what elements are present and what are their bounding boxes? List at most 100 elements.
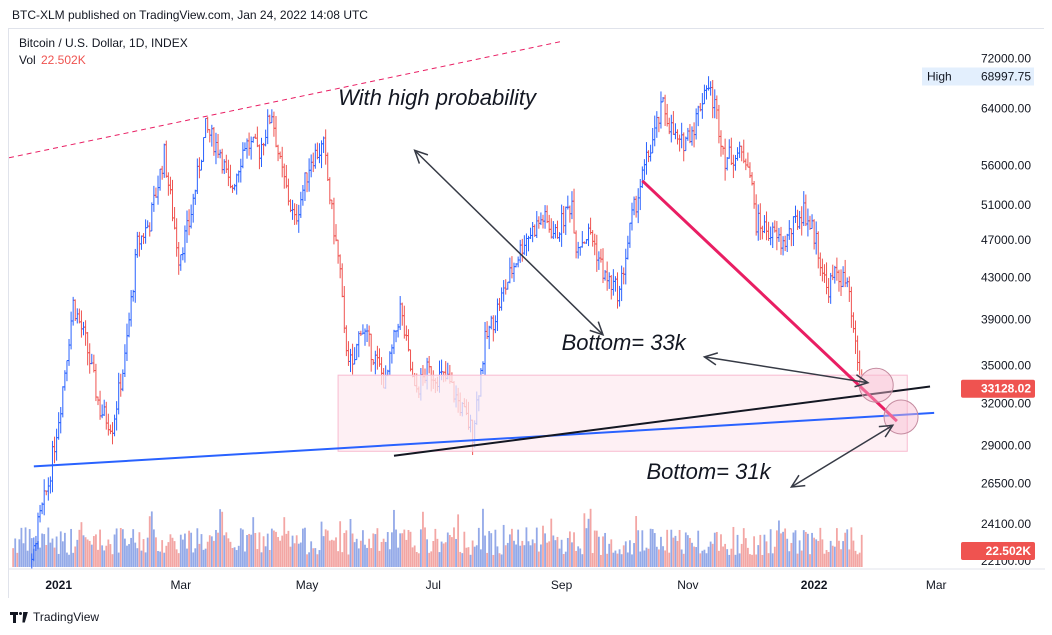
high-tag-label: High [927, 69, 952, 83]
volume-bar [618, 549, 621, 567]
volume-bar [297, 543, 300, 567]
volume-bar [364, 544, 366, 567]
volume-bar [809, 554, 811, 567]
volume-bar [612, 552, 615, 567]
volume-bar [86, 539, 89, 567]
volume-bar [749, 554, 751, 567]
volume-bar [453, 527, 455, 567]
volume-bar [593, 530, 596, 567]
publish-info: BTC-XLM published on TradingView.com, Ja… [12, 8, 368, 22]
volume-bar [295, 535, 298, 567]
volume-bar [24, 527, 27, 567]
volume-bar [829, 540, 832, 567]
volume-bar [74, 546, 77, 567]
volume-bar [333, 540, 335, 567]
volume-bar [301, 528, 304, 567]
volume-bar [359, 540, 362, 567]
volume-bar [548, 541, 551, 567]
volume-bar [711, 543, 714, 567]
volume-bar [759, 534, 762, 567]
volume-bar [515, 544, 517, 567]
volume-bar [173, 541, 176, 567]
volume-bar [275, 531, 277, 567]
footer-brand[interactable]: TradingView [10, 610, 99, 624]
volume-bar [490, 533, 493, 567]
volume-bar [527, 541, 530, 567]
volume-bar [130, 537, 133, 567]
volume-bar [726, 549, 729, 567]
volume-bar [357, 548, 360, 567]
volume-bar [811, 532, 813, 567]
volume-bar [293, 543, 296, 567]
volume-bar [525, 527, 528, 567]
volume-bar [585, 528, 588, 567]
volume-bar [833, 546, 836, 567]
chart-container[interactable]: With high probability Bottom= 33k Bottom= … [8, 28, 1045, 599]
volume-bar [169, 534, 172, 567]
volume-bar [496, 546, 499, 567]
trendline [33, 411, 935, 468]
volume-bar [535, 527, 538, 567]
price-tick-label: 24100.00 [981, 517, 1031, 531]
volume-bar [264, 546, 267, 567]
volume-bar [591, 553, 594, 567]
high-tag-value: 68997.75 [981, 69, 1031, 83]
volume-bar [674, 535, 677, 567]
volume-bar [854, 550, 857, 567]
volume-bar [784, 528, 787, 567]
target-circle [883, 399, 919, 435]
chart-background [9, 29, 1045, 599]
price-chart[interactable]: With high probability Bottom= 33k Bottom= … [9, 29, 1045, 599]
support-zone [337, 374, 908, 452]
volume-bar [645, 547, 648, 567]
volume-bar [407, 529, 410, 567]
volume-bar [852, 540, 855, 567]
volume-bar [132, 529, 135, 567]
volume-bar [519, 545, 522, 567]
volume-bar [451, 537, 453, 567]
volume-bar [761, 554, 764, 567]
volume-bar [782, 531, 784, 567]
volume-bar [70, 528, 72, 567]
price-tick-label: 72000.00 [981, 51, 1031, 65]
volume-bar [188, 530, 190, 567]
volume-bar [707, 546, 710, 567]
volume-bar [765, 541, 768, 567]
volume-bar [219, 509, 222, 567]
volume-bar [78, 529, 81, 567]
volume-bar [858, 552, 861, 567]
volume-bar [848, 549, 851, 567]
price-tick-label: 64000.00 [981, 101, 1031, 115]
volume-bar [262, 536, 265, 567]
volume-bar [583, 513, 586, 567]
volume-bar [813, 537, 816, 567]
volume-bar [237, 545, 240, 567]
volume-bar [506, 542, 509, 567]
volume-bar [171, 537, 174, 567]
volume-bar [792, 532, 795, 567]
volume-bar [403, 529, 406, 567]
volume-bar [105, 545, 108, 567]
volume-bar [231, 547, 234, 567]
volume-bar [18, 539, 21, 567]
volume-bar [502, 524, 505, 567]
volume-bar [273, 530, 275, 567]
volume-bar [589, 508, 592, 567]
volume-bar [775, 530, 778, 567]
volume-bar [202, 549, 205, 567]
volume-bar [786, 538, 789, 567]
volume-bar [465, 547, 468, 567]
last-volume-value: 22.502K [986, 544, 1032, 558]
volume-bar [680, 549, 683, 567]
volume-bar [653, 533, 656, 567]
volume-bar [148, 516, 151, 567]
volume-bar [558, 548, 561, 567]
volume-bar [504, 545, 507, 567]
arrow-head [854, 374, 870, 388]
volume-bar [157, 550, 159, 567]
volume-bar [713, 532, 716, 567]
volume-bar [227, 538, 230, 567]
volume-bar [399, 533, 402, 567]
last-volume-background [961, 542, 1035, 560]
volume-bar [312, 548, 315, 567]
